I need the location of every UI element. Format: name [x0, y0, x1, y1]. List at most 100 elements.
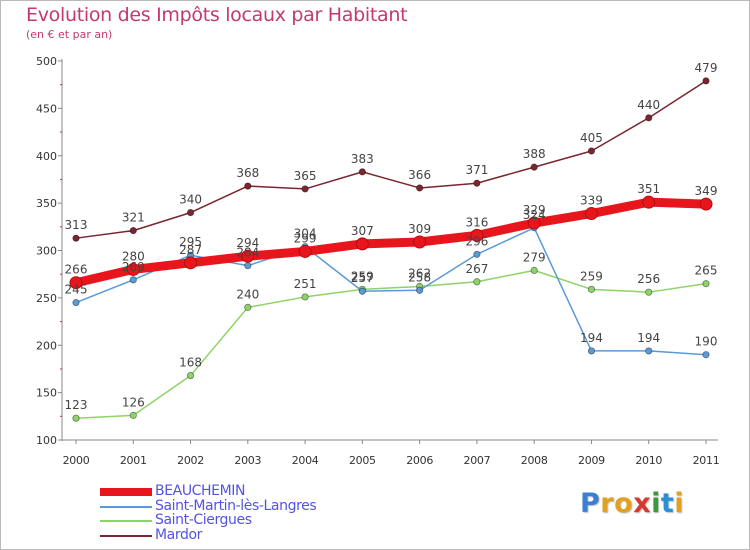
data-point — [416, 184, 424, 192]
data-point — [645, 114, 653, 122]
logo-letter: i — [674, 488, 685, 519]
data-label: 240 — [236, 287, 259, 301]
series-line-saint-martin-l-s-langres — [75, 227, 707, 356]
data-label: 123 — [65, 398, 88, 412]
logo-letter: o — [614, 488, 634, 519]
x-tick-label: 2003 — [234, 454, 261, 467]
data-label: 313 — [65, 218, 88, 232]
y-tick-label: 500 — [36, 55, 57, 68]
data-label: 371 — [465, 163, 488, 177]
y-tick-label: 450 — [36, 102, 57, 115]
x-tick-label: 2011 — [693, 454, 720, 467]
chart-series — [69, 77, 713, 422]
data-point — [702, 351, 710, 359]
series-line-saint-ciergues — [75, 269, 707, 419]
data-label: 440 — [637, 98, 660, 112]
chart-subtitle: (en € et par an) — [26, 28, 113, 41]
data-point — [72, 414, 80, 422]
data-label: 266 — [65, 263, 88, 277]
logo-letter: r — [600, 488, 615, 519]
data-point — [244, 303, 252, 311]
data-point — [129, 276, 137, 284]
data-label: 316 — [465, 215, 488, 229]
x-tick-label: 2010 — [635, 454, 662, 467]
data-label: 194 — [580, 331, 603, 345]
legend-swatch — [100, 488, 152, 496]
legend-label: BEAUCHEMIN — [155, 483, 246, 499]
data-label: 339 — [580, 194, 603, 208]
data-label: 321 — [122, 211, 145, 225]
data-point — [184, 256, 198, 270]
data-label: 279 — [523, 250, 546, 264]
data-point — [527, 216, 541, 230]
data-label: 251 — [294, 277, 317, 291]
data-label: 383 — [351, 152, 374, 166]
chart-title: Evolution des Impôts locaux par Habitant — [26, 4, 408, 26]
data-point — [244, 182, 252, 190]
data-label: 259 — [351, 269, 374, 283]
data-point — [530, 266, 538, 274]
data-point — [473, 278, 481, 286]
data-point — [413, 235, 427, 249]
data-label: 309 — [408, 222, 431, 236]
y-tick-label: 350 — [36, 197, 57, 210]
legend-label: Saint-Ciergues — [155, 512, 252, 528]
legend-swatch — [100, 520, 152, 522]
data-point — [587, 285, 596, 293]
data-label: 329 — [523, 203, 546, 217]
data-label: 365 — [294, 169, 317, 183]
data-point — [244, 262, 252, 270]
y-tick-label: 250 — [36, 292, 57, 305]
data-point — [186, 209, 195, 217]
data-point — [129, 227, 137, 235]
data-label: 265 — [695, 264, 718, 278]
x-tick-label: 2007 — [464, 454, 491, 467]
logo-letter: P — [580, 488, 601, 519]
data-point — [645, 347, 653, 355]
data-point — [702, 77, 710, 85]
y-tick-label: 400 — [36, 150, 57, 163]
legend-label: Mardor — [155, 526, 202, 543]
data-point — [642, 195, 656, 209]
x-tick-label: 2002 — [177, 454, 204, 467]
data-label: 368 — [236, 166, 259, 180]
data-point — [69, 276, 83, 290]
data-label: 190 — [695, 335, 718, 349]
data-label: 257 — [351, 271, 374, 285]
data-point — [470, 228, 484, 242]
data-point — [126, 262, 140, 276]
data-point — [416, 286, 424, 294]
data-point — [530, 163, 538, 171]
data-point — [699, 197, 713, 211]
data-label: 267 — [465, 262, 488, 276]
x-tick-label: 2009 — [578, 454, 605, 467]
data-point — [301, 185, 309, 193]
data-label: 126 — [122, 395, 145, 409]
data-point — [241, 249, 255, 263]
data-point — [298, 244, 312, 258]
data-label: 194 — [637, 331, 660, 345]
data-label: 324 — [523, 208, 546, 222]
chart-axes: 100 150 200 250 300 350 400 450 500 2000 2001 2002 2… — [36, 55, 720, 467]
data-point — [473, 179, 481, 187]
data-label: 349 — [695, 184, 718, 198]
data-label: 269 — [122, 260, 145, 274]
data-label: 351 — [637, 182, 660, 196]
data-point — [358, 287, 366, 295]
y-tick-label: 150 — [36, 387, 57, 400]
x-tick-label: 2001 — [120, 454, 147, 467]
data-label: 284 — [236, 246, 259, 260]
data-point — [301, 293, 309, 301]
series-line-beauchemin — [71, 197, 711, 288]
data-label: 405 — [580, 131, 603, 145]
data-point — [473, 250, 481, 258]
x-tick-label: 2000 — [63, 454, 90, 467]
data-point — [358, 168, 366, 176]
data-label: 304 — [294, 227, 317, 241]
data-label: 259 — [580, 269, 603, 283]
logo-letter: x — [633, 488, 652, 519]
legend-swatch — [100, 505, 152, 508]
data-label: 256 — [637, 272, 660, 286]
data-point — [645, 288, 653, 296]
data-label: 294 — [236, 236, 259, 250]
